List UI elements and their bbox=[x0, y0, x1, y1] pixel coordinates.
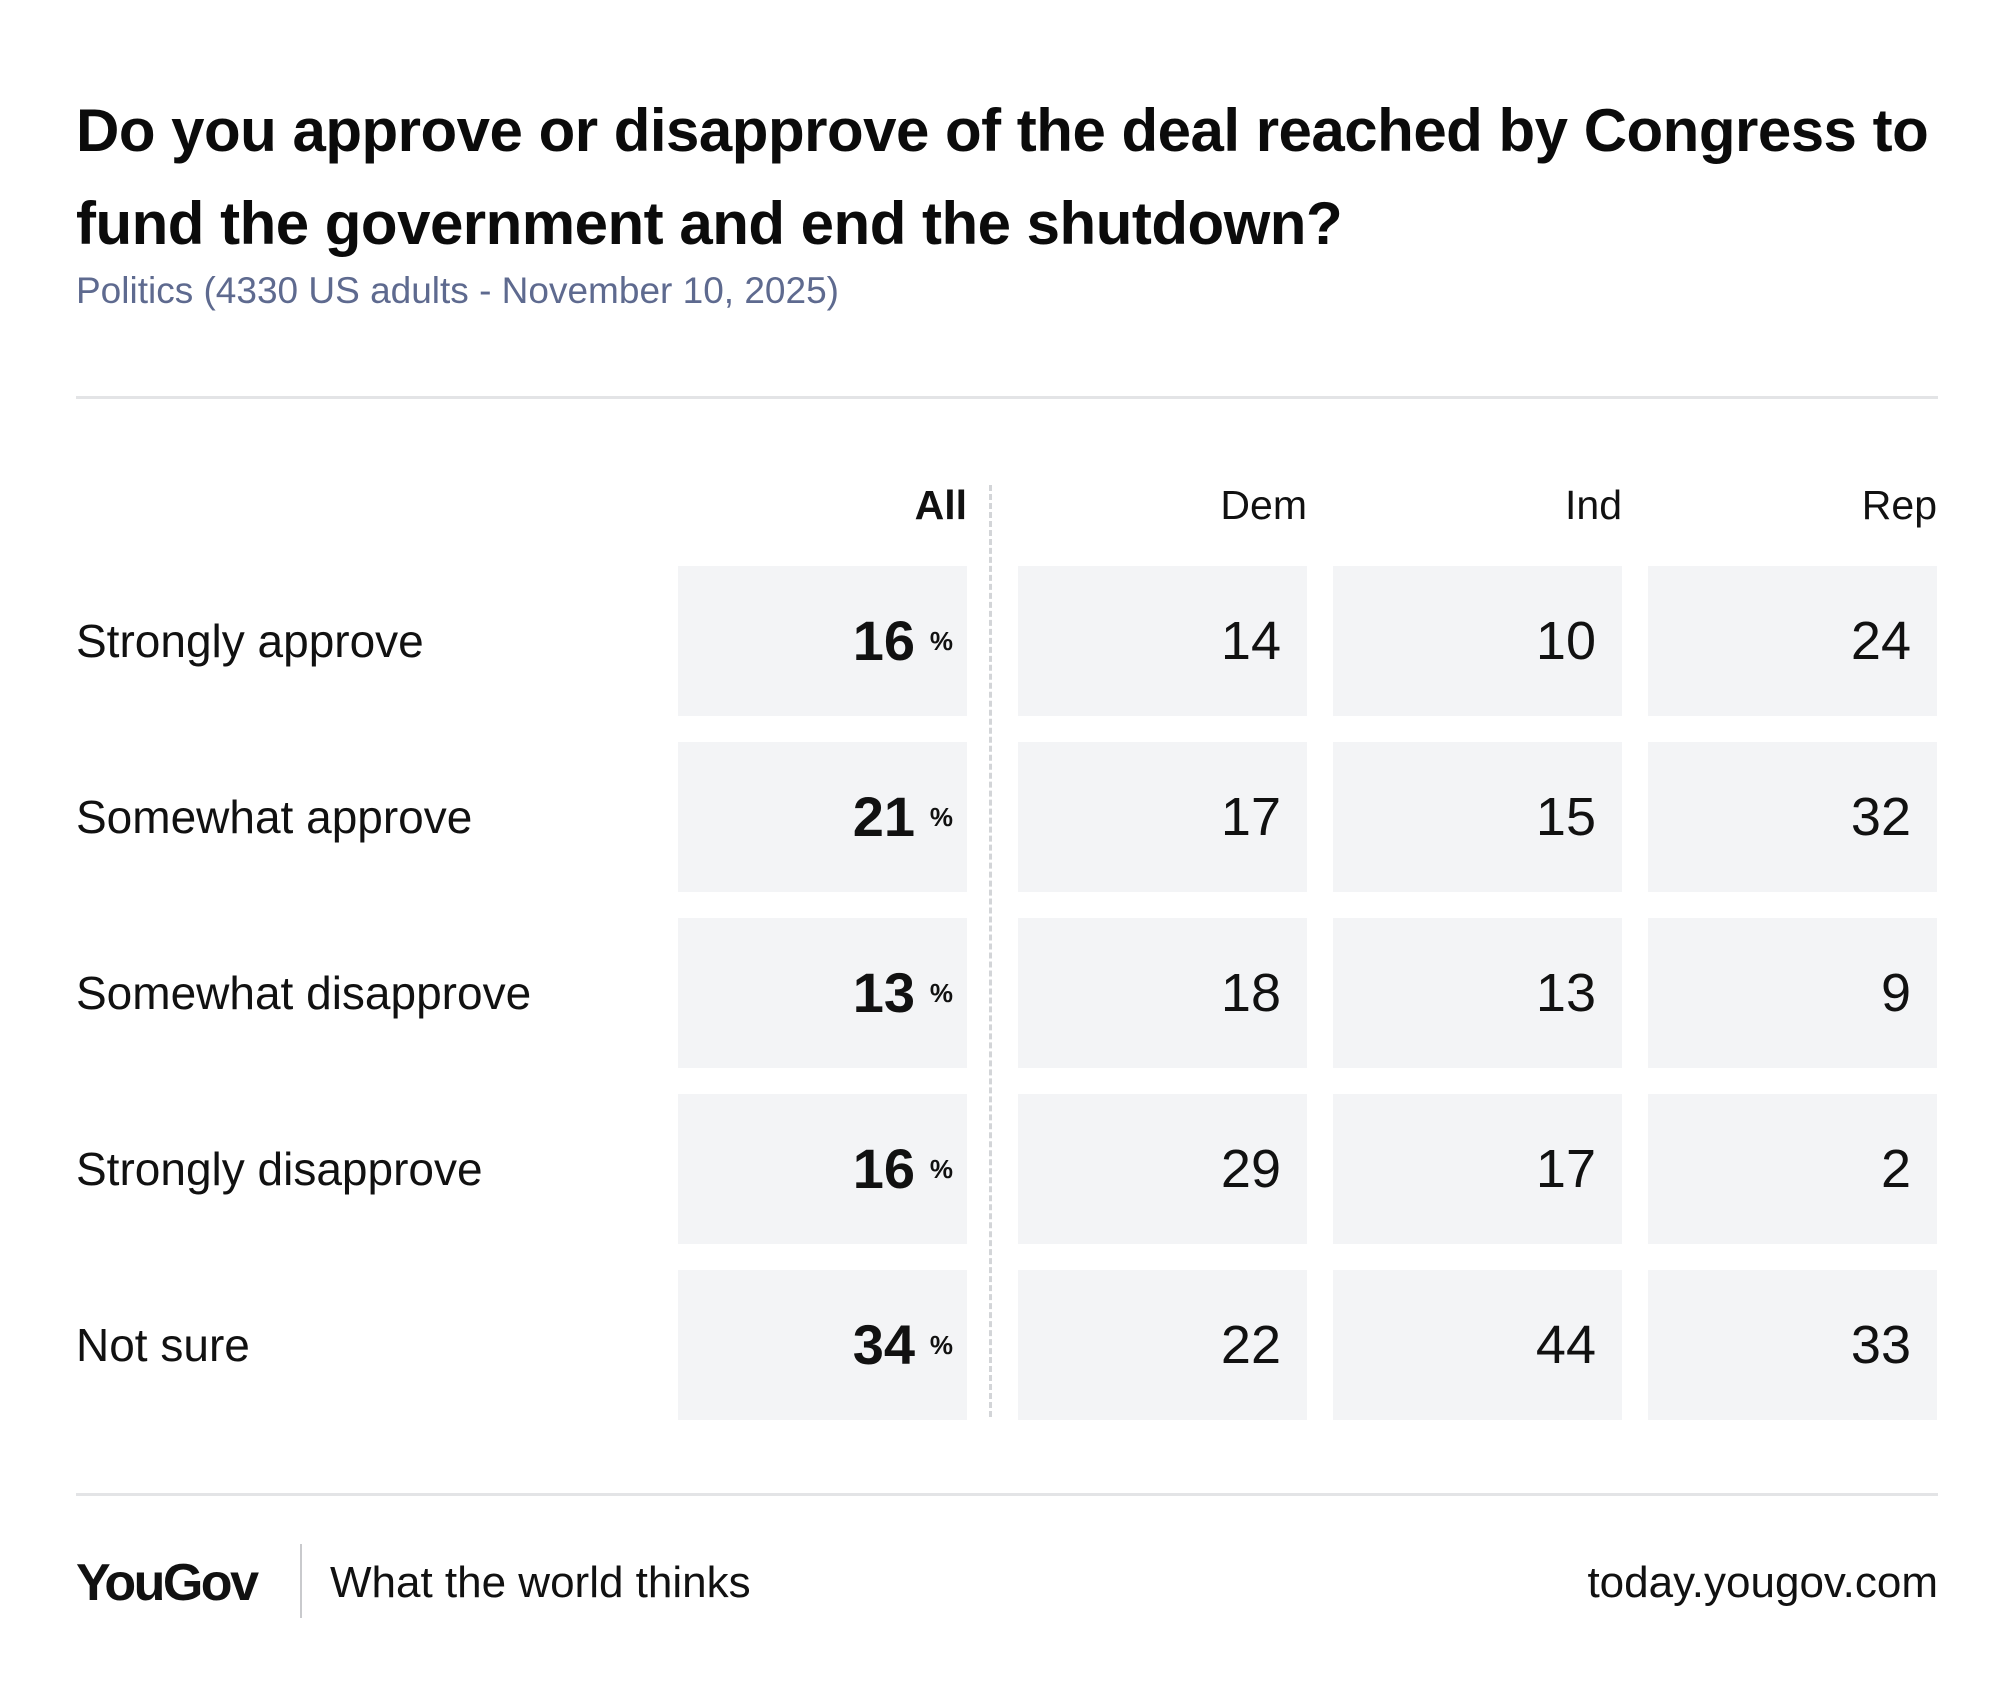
percent-sign: % bbox=[929, 1330, 953, 1360]
row-label: Strongly approve bbox=[76, 615, 424, 667]
value-label: 16 bbox=[852, 1137, 915, 1200]
bottom-divider bbox=[76, 1493, 1938, 1496]
value-cell-all: 16% bbox=[678, 1094, 967, 1244]
top-divider bbox=[76, 396, 1938, 399]
value-cell-rep: 33 bbox=[1648, 1270, 1937, 1420]
percent-sign: % bbox=[929, 1154, 953, 1184]
value-cell-dem: 22 bbox=[1018, 1270, 1307, 1420]
logo-separator bbox=[300, 1544, 302, 1618]
value-cell-rep: 9 bbox=[1648, 918, 1937, 1068]
row-label: Not sure bbox=[76, 1319, 250, 1371]
value-label: 15 bbox=[1535, 787, 1596, 847]
row-label: Strongly disapprove bbox=[76, 1143, 483, 1195]
value-cell-all: 34% bbox=[678, 1270, 967, 1420]
value-label: 2 bbox=[1880, 1139, 1911, 1199]
value-cell-ind: 44 bbox=[1333, 1270, 1622, 1420]
value-cell-rep: 24 bbox=[1648, 566, 1937, 716]
value-label: 13 bbox=[852, 961, 915, 1024]
site-link[interactable]: today.yougov.com bbox=[1587, 1558, 1938, 1607]
percent-sign: % bbox=[929, 978, 953, 1008]
value-label: 29 bbox=[1220, 1139, 1281, 1199]
value-label: 17 bbox=[1220, 787, 1281, 847]
value-label: 34 bbox=[852, 1313, 915, 1376]
yougov-logo[interactable]: YouGov bbox=[76, 1554, 259, 1612]
value-label: 10 bbox=[1535, 611, 1596, 671]
value-cell-ind: 17 bbox=[1333, 1094, 1622, 1244]
column-header-ind: Ind bbox=[1565, 482, 1622, 528]
column-header-dem: Dem bbox=[1220, 482, 1307, 528]
value-label: 18 bbox=[1220, 963, 1281, 1023]
value-cell-rep: 2 bbox=[1648, 1094, 1937, 1244]
value-cell-dem: 17 bbox=[1018, 742, 1307, 892]
value-cell-all: 16% bbox=[678, 566, 967, 716]
column-header-rep: Rep bbox=[1861, 482, 1937, 528]
value-label: 9 bbox=[1880, 963, 1911, 1023]
value-label: 13 bbox=[1535, 963, 1596, 1023]
value-cell-dem: 29 bbox=[1018, 1094, 1307, 1244]
percent-sign: % bbox=[929, 626, 953, 656]
value-label: 16 bbox=[852, 609, 915, 672]
value-cell-dem: 18 bbox=[1018, 918, 1307, 1068]
value-cell-ind: 15 bbox=[1333, 742, 1622, 892]
value-label: 33 bbox=[1850, 1315, 1911, 1375]
value-cell-rep: 32 bbox=[1648, 742, 1937, 892]
value-cell-ind: 10 bbox=[1333, 566, 1622, 716]
chart-subtitle: Politics (4330 US adults - November 10, … bbox=[76, 270, 839, 311]
value-label: 44 bbox=[1535, 1315, 1596, 1375]
row-label: Somewhat approve bbox=[76, 791, 473, 843]
value-cell-all: 21% bbox=[678, 742, 967, 892]
row-label: Somewhat disapprove bbox=[76, 967, 532, 1019]
value-cell-dem: 14 bbox=[1018, 566, 1307, 716]
value-label: 24 bbox=[1850, 611, 1911, 671]
chart-title: Do you approve or disapprove of the deal… bbox=[76, 97, 1929, 257]
value-label: 17 bbox=[1535, 1139, 1596, 1199]
value-label: 22 bbox=[1220, 1315, 1281, 1375]
percent-sign: % bbox=[929, 802, 953, 832]
value-cell-ind: 13 bbox=[1333, 918, 1622, 1068]
column-header-all: All bbox=[914, 482, 967, 528]
tagline: What the world thinks bbox=[330, 1558, 751, 1607]
all-column-divider bbox=[989, 485, 992, 1417]
value-label: 14 bbox=[1220, 611, 1281, 671]
value-cell-all: 13% bbox=[678, 918, 967, 1068]
value-label: 32 bbox=[1850, 787, 1911, 847]
value-label: 21 bbox=[852, 785, 915, 848]
